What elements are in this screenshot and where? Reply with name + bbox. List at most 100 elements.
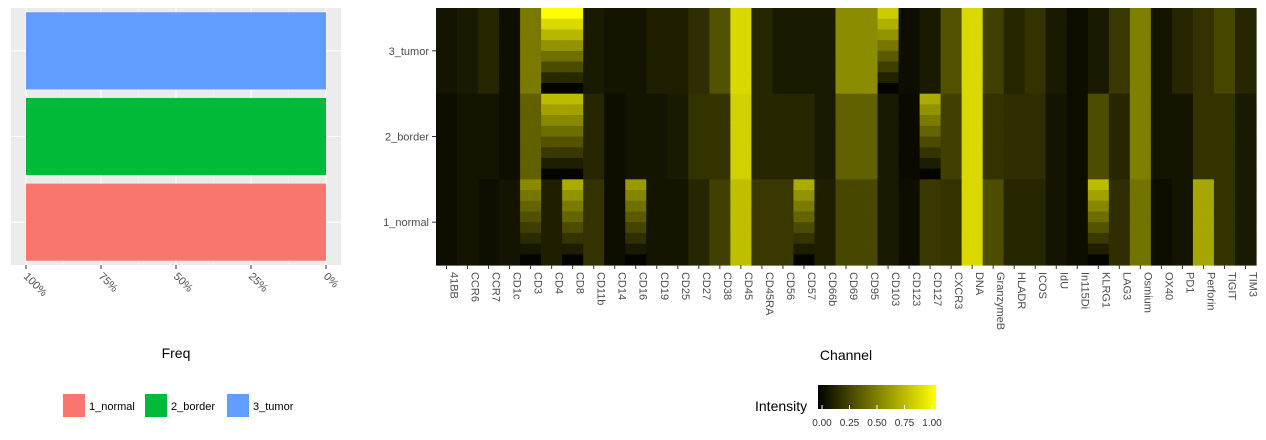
heatmap-cell: [751, 232, 774, 245]
heatmap-cell: [499, 125, 521, 138]
heatmap-cell: [856, 254, 879, 266]
heatmap-cell: [751, 147, 774, 159]
heatmap-cell: [667, 179, 689, 191]
heatmap-cell: [583, 200, 605, 213]
heatmap-cell: [1066, 72, 1089, 84]
heatmap-cell: [1087, 168, 1110, 180]
heatmap-cell: [709, 18, 731, 31]
heatmap-cell: [961, 179, 984, 191]
heatmap-cell: [562, 147, 584, 159]
heatmap-cell: [835, 72, 858, 84]
heatmap-cell: [520, 179, 542, 191]
heatmap-cell: [541, 104, 563, 116]
heatmap-cell: [604, 222, 626, 234]
heatmap-cell: [1003, 82, 1026, 95]
heatmap-cell: [604, 115, 626, 127]
heatmap-cell: [1192, 157, 1215, 170]
heatmap-cell: [793, 147, 816, 159]
heatmap-cell: [1003, 200, 1026, 213]
heatmap-cell: [520, 93, 542, 105]
heatmap-cell: [1213, 93, 1236, 105]
heatmap-cell: [583, 50, 605, 63]
heatmap-cell: [856, 136, 879, 148]
freq-tick-label: 100%: [21, 271, 50, 300]
heatmap-cell: [1087, 243, 1110, 255]
heatmap-cell: [1129, 190, 1152, 202]
heatmap-cell: [688, 243, 710, 255]
heatmap-cell: [814, 211, 837, 223]
heatmap-cell: [730, 179, 752, 191]
heatmap-cell: [583, 61, 605, 73]
heatmap-cell: [457, 232, 479, 245]
freq-tick-label: 25%: [246, 271, 270, 295]
heatmap-cell: [772, 29, 795, 41]
heatmap-cell: [1213, 157, 1236, 170]
heatmap-cell: [1171, 200, 1194, 213]
heatmap-cell: [625, 40, 647, 52]
heatmap-cell: [583, 82, 605, 95]
heatmap-cell: [1045, 254, 1068, 266]
heatmap-cell: [688, 29, 710, 41]
heatmap-cell: [1066, 93, 1089, 105]
heatmap-cell: [793, 243, 816, 255]
heatmap-cell: [898, 157, 921, 170]
heatmap-cell: [961, 222, 984, 234]
heatmap-cell: [730, 254, 752, 266]
channel-tick-label: CCR7: [490, 272, 502, 302]
heatmap-cell: [541, 254, 563, 266]
heatmap-cell: [919, 179, 942, 191]
heatmap-cell: [1150, 243, 1173, 255]
heatmap-cell: [982, 18, 1005, 31]
heatmap-cell: [1171, 157, 1194, 170]
heatmap-cell: [478, 50, 500, 63]
heatmap-cell: [772, 211, 795, 223]
heatmap-cell: [1066, 18, 1089, 31]
heatmap-cell: [1024, 72, 1047, 84]
heatmap-cell: [541, 168, 563, 180]
heatmap-cell: [751, 211, 774, 223]
heatmap-cell: [814, 104, 837, 116]
heatmap-cell: [772, 18, 795, 31]
heatmap-cell: [877, 200, 900, 213]
heatmap-cell: [1066, 136, 1089, 148]
heatmap-cell: [856, 125, 879, 138]
heatmap-cell: [1003, 29, 1026, 41]
heatmap-cell: [646, 40, 668, 52]
heatmap-cell: [1234, 104, 1257, 116]
heatmap-cell: [751, 190, 774, 202]
channel-tick-label: GranzymeB: [994, 272, 1006, 330]
heatmap-cell: [1087, 157, 1110, 170]
heatmap-cell: [583, 211, 605, 223]
heatmap-cell: [1150, 40, 1173, 52]
channel-tick-label: CD14: [616, 272, 628, 300]
heatmap-cell: [1087, 50, 1110, 63]
heatmap-cell: [1192, 40, 1215, 52]
heatmap-cell: [604, 243, 626, 255]
heatmap-cell: [772, 115, 795, 127]
channel-tick-label: CD45: [742, 272, 754, 300]
heatmap-cell: [499, 40, 521, 52]
heatmap-cell: [1003, 18, 1026, 31]
heatmap-cell: [688, 190, 710, 202]
heatmap-cell: [1234, 40, 1257, 52]
heatmap-cell: [793, 93, 816, 105]
heatmap-cell: [835, 179, 858, 191]
heatmap-cell: [520, 72, 542, 84]
heatmap-cell: [1150, 50, 1173, 63]
heatmap-cell: [709, 222, 731, 234]
heatmap-cell: [1108, 104, 1131, 116]
heatmap-cell: [730, 125, 752, 138]
heatmap-cell: [1234, 168, 1257, 180]
heatmap-cell: [772, 125, 795, 138]
heatmap-cell: [814, 157, 837, 170]
heatmap-cell: [1171, 222, 1194, 234]
channel-tick-label: CD11b: [595, 272, 607, 305]
heatmap-cell: [1108, 200, 1131, 213]
heatmap-cell: [1108, 222, 1131, 234]
heatmap-cell: [625, 93, 647, 105]
heatmap-cell: [646, 18, 668, 31]
heatmap-cell: [793, 8, 816, 20]
heatmap-cell: [919, 93, 942, 105]
heatmap-cell: [1213, 168, 1236, 180]
heatmap-cell: [562, 8, 584, 20]
